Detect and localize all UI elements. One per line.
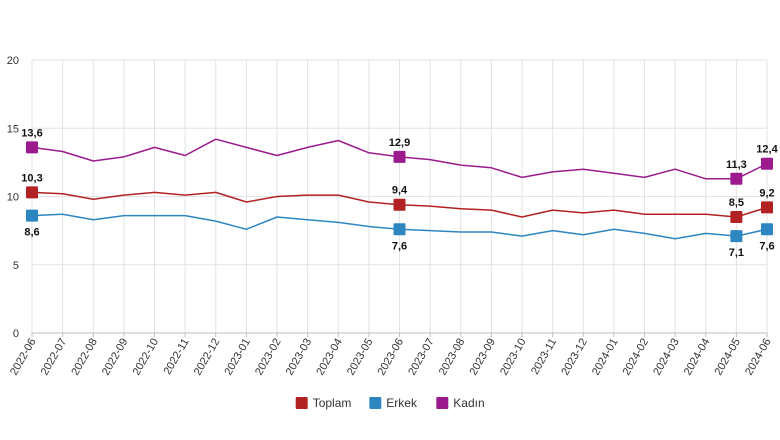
x-tick-label: 2023-05 (345, 337, 376, 378)
x-tick-label: 2022-08 (69, 337, 100, 378)
data-labels: 10,3 9,4 8,5 9,2 8,6 7,6 7,1 7,6 13,6 12,9 11,3 12,… (21, 127, 778, 259)
legend-swatch (295, 397, 308, 409)
legend-label: Erkek (386, 396, 418, 410)
data-label-erkek: 7,6 (759, 240, 774, 252)
data-label-toplam: 9,4 (392, 185, 408, 197)
legend-label: Kadın (453, 396, 484, 410)
x-tick-label: 2024-04 (682, 337, 713, 378)
legend-swatch (369, 397, 382, 409)
y-tick-label: 5 (13, 260, 19, 272)
data-point-kad-n[interactable] (26, 141, 38, 154)
data-label-erkek: 7,1 (729, 247, 744, 259)
data-point-erkek[interactable] (761, 223, 773, 236)
x-tick-label: 2023-12 (559, 337, 590, 378)
legend-label: Toplam (313, 396, 352, 410)
x-tick-label: 2023-04 (314, 337, 345, 378)
x-tick-label: 2024-06 (743, 337, 774, 378)
legend-item-erkek[interactable]: Erkek (369, 396, 418, 410)
data-point-toplam[interactable] (761, 201, 773, 214)
x-tick-label: 2024-03 (651, 337, 682, 378)
data-label-kad-n: 11,3 (726, 159, 747, 171)
data-label-kad-n: 12,4 (756, 144, 778, 156)
y-tick-label: 20 (7, 55, 19, 67)
x-tick-label: 2024-05 (712, 337, 743, 378)
data-label-kad-n: 13,6 (21, 127, 42, 139)
x-tick-label: 2023-10 (498, 337, 529, 378)
x-tick-label: 2022-09 (100, 337, 131, 378)
y-tick-label: 10 (7, 192, 19, 204)
x-tick-label: 2023-07 (406, 337, 437, 378)
x-tick-label: 2023-03 (284, 337, 315, 378)
series-layer (26, 138, 773, 243)
legend[interactable]: Toplam Erkek Kadın (295, 396, 485, 410)
data-point-erkek[interactable] (730, 230, 743, 243)
data-point-kad-n[interactable] (761, 157, 773, 170)
data-label-erkek: 7,6 (392, 240, 407, 252)
y-tick-label: 0 (13, 328, 19, 340)
x-tick-label: 2022-10 (131, 337, 162, 378)
data-label-toplam: 8,5 (729, 197, 744, 209)
data-label-toplam: 9,2 (759, 187, 774, 199)
data-point-kad-n[interactable] (730, 172, 743, 185)
legend-swatch (436, 397, 449, 409)
data-label-erkek: 8,6 (24, 227, 39, 239)
x-tick-label: 2023-06 (376, 337, 407, 378)
y-tick-label: 15 (7, 123, 19, 135)
legend-item-toplam[interactable]: Toplam (295, 396, 352, 410)
data-point-toplam[interactable] (26, 186, 38, 199)
x-tick-label: 2022-06 (8, 337, 39, 378)
data-label-kad-n: 12,9 (389, 137, 410, 149)
x-tick-label: 2022-12 (192, 337, 223, 378)
data-point-erkek[interactable] (26, 209, 38, 222)
data-point-toplam[interactable] (730, 210, 743, 223)
x-tick-label: 2022-07 (39, 337, 70, 378)
x-tick-label: 2023-02 (253, 337, 284, 378)
x-axis: 2022-06 2022-07 2022-08 2022-09 2022-10 2022-… (8, 332, 774, 378)
data-point-erkek[interactable] (393, 223, 406, 236)
data-label-toplam: 10,3 (21, 172, 42, 184)
x-tick-label: 2023-09 (467, 337, 498, 378)
data-point-toplam[interactable] (393, 198, 406, 211)
x-tick-label: 2022-11 (162, 337, 192, 377)
x-tick-label: 2024-01 (590, 337, 621, 378)
legend-item-kad-n[interactable]: Kadın (436, 396, 485, 410)
y-axis: 0 5 10 15 20 (7, 55, 19, 340)
x-tick-label: 2023-08 (437, 337, 468, 378)
x-tick-label: 2024-02 (621, 337, 652, 378)
x-tick-label: 2023-11 (529, 337, 559, 377)
data-point-kad-n[interactable] (393, 150, 406, 163)
x-tick-label: 2023-01 (222, 337, 253, 378)
